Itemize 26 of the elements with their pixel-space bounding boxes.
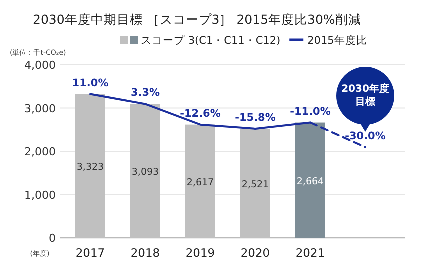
y-tick-label: 1,000	[24, 188, 56, 202]
data-label: 11.0%	[72, 77, 110, 90]
y-tick-label: 3,000	[24, 102, 56, 116]
data-label: -12.6%	[180, 108, 222, 120]
x-tick-label: 2021	[296, 246, 326, 260]
y-tick-label: 0	[49, 232, 56, 245]
legend-label: スコープ 3(C1・C11・C12)	[141, 34, 281, 47]
bar	[296, 122, 326, 238]
x-tick-label: 2017	[76, 246, 106, 260]
x-tick-label: 2019	[186, 246, 216, 260]
data-label: -30.0%	[345, 130, 386, 142]
y-tick-label: 4,000	[24, 59, 56, 72]
x-tick-label: 2018	[130, 246, 160, 260]
data-label: 2,521	[242, 179, 270, 190]
data-label: 3,093	[132, 167, 160, 178]
data-label: 2,664	[296, 176, 324, 188]
data-label: 2,617	[186, 177, 214, 188]
annotation: 2030年度目標	[340, 83, 390, 109]
data-label: -11.0%	[290, 106, 332, 118]
data-label: -15.8%	[235, 112, 276, 124]
chart-title: 2030年度中期目標 ［スコープ3］ 2015年度比30%削減	[33, 12, 362, 27]
data-label: 3.3%	[130, 87, 161, 100]
x-tick-label: 2020	[240, 246, 270, 260]
legend-label: 2015年度比	[308, 34, 368, 47]
y-tick-label: 2,000	[24, 146, 56, 158]
data-label: 3,323	[76, 162, 104, 174]
